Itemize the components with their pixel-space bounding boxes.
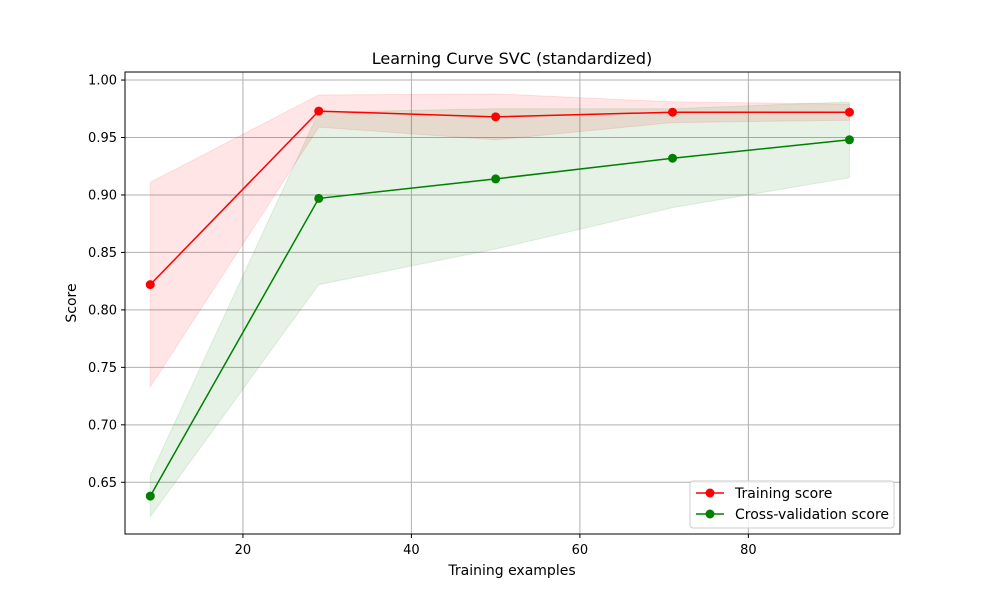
y-tick-label: 1.00 [88,74,117,89]
y-tick-label: 0.70 [88,418,117,433]
training-score-point [844,107,854,117]
training-score-point [145,280,155,290]
point-layer [145,106,854,501]
y-axis-label: Score [64,283,80,322]
training-score-point [491,112,501,122]
x-axis-label: Training examples [447,563,575,579]
legend-label-training: Training score [734,486,832,502]
training-std-band [149,93,850,389]
legend: Training score Cross-validation score [689,480,895,529]
y-tick-label: 0.80 [88,303,117,318]
legend-label-cross-validation: Cross-validation score [735,507,889,523]
training-score-point [668,107,678,117]
cross-validation-score-point [145,491,155,501]
x-tick-label: 80 [740,543,757,558]
legend-marker-cross-validation [705,509,715,519]
x-tick-label: 60 [572,543,589,558]
x-tick-label: 40 [403,543,420,558]
plot-frame [124,71,901,535]
grid-layer [125,72,900,534]
legend-box [689,480,895,529]
x-tick-label: 20 [235,543,252,558]
tick-layer: 20 40 60 80 0.65 0.70 0.75 0.80 0.85 0.90 0.95 1.00 [88,74,757,558]
cross-validation-score-point [314,193,324,203]
y-tick-label: 0.75 [88,361,117,376]
training-score-point [314,106,324,116]
cross-validation-score-point [844,135,854,145]
chart-title: Learning Curve SVC (standardized) [372,49,653,68]
cross-validation-std-band [149,101,850,519]
band-layer [149,93,850,519]
legend-marker-training [705,488,715,498]
cross-validation-score-point [668,153,678,163]
y-tick-label: 0.95 [88,131,117,146]
cross-validation-score-point [491,174,501,184]
y-tick-label: 0.85 [88,246,117,261]
y-tick-label: 0.90 [88,188,117,203]
y-tick-label: 0.65 [88,476,117,491]
